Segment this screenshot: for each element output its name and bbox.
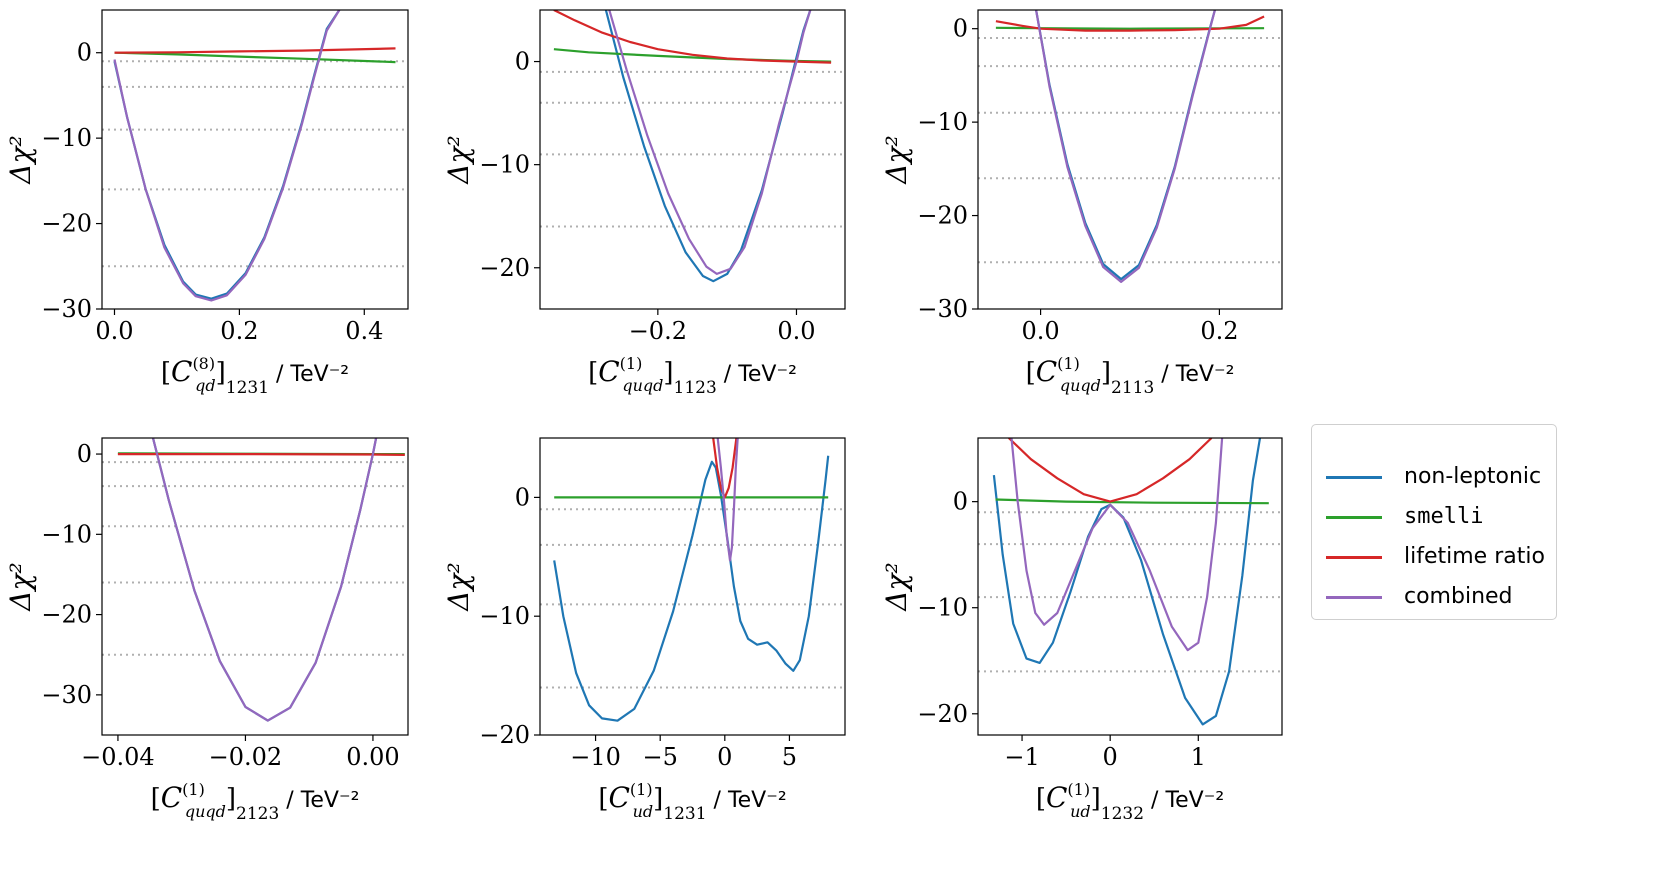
series-line-lifetime-ratio (995, 15, 1265, 32)
y-tick-label: −20 (41, 601, 92, 629)
x-tick-label: −0.2 (629, 317, 687, 345)
x-tick-label: −0.04 (81, 743, 155, 771)
axes-frame (539, 9, 846, 310)
x-tick-label: 0 (717, 743, 732, 771)
axes-frame (977, 437, 1283, 736)
axes-frame (977, 9, 1283, 310)
panel-3: 0.0 0.2 0 −10 −20 −30 Δχ² [C(1) quqd]2113 / TeV⁻… (880, 9, 1283, 398)
y-tick-label: −30 (41, 681, 92, 709)
legend-label-lifetime-ratio: lifetime ratio (1404, 544, 1545, 569)
legend-label-combined: combined (1404, 584, 1513, 609)
series-line-combined (1010, 438, 1224, 652)
x-tick-label: 5 (782, 743, 797, 771)
series-line-combined (716, 438, 739, 562)
x-tick-label: 0.00 (346, 743, 399, 771)
series-line-lifetime-ratio (553, 10, 832, 64)
axes-frame (539, 437, 846, 736)
y-axis-label: Δχ² (4, 562, 37, 611)
legend-label-smelli: smelli (1404, 504, 1484, 529)
y-tick-label: −10 (917, 594, 968, 622)
y-tick-label: 0 (515, 48, 530, 76)
y-tick-label: −20 (41, 210, 92, 238)
y-tick-label: 0 (77, 440, 92, 468)
legend-entry-smelli: smelli (1312, 503, 1556, 531)
legend-label-non-leptonic: non-leptonic (1404, 464, 1542, 489)
y-axis-label: Δχ² (442, 135, 475, 184)
y-axis-label: Δχ² (880, 135, 913, 184)
series-line-lifetime-ratio (1008, 438, 1213, 503)
x-axis-label: [C(1) ud]1232 / TeV⁻² (1036, 780, 1224, 824)
legend-entry-combined: combined (1312, 583, 1556, 611)
series-line-non-leptonic (553, 455, 830, 722)
x-tick-label: 0.2 (220, 317, 258, 345)
series-line-combined (608, 10, 812, 275)
series-line-smelli (995, 498, 1269, 505)
y-tick-label: 0 (515, 483, 530, 511)
y-tick-label: −20 (917, 202, 968, 230)
x-tick-label: −10 (570, 743, 621, 771)
x-tick-label: 0 (1103, 743, 1118, 771)
y-tick-label: 0 (953, 15, 968, 43)
x-tick-label: 0.2 (1200, 317, 1238, 345)
x-tick-label: −0.02 (209, 743, 283, 771)
y-tick-label: −10 (917, 108, 968, 136)
series-line-lifetime-ratio (114, 47, 396, 54)
y-tick-label: −10 (41, 124, 92, 152)
x-tick-label: 1 (1191, 743, 1206, 771)
series-line-combined (113, 10, 341, 302)
y-tick-label: −10 (479, 602, 530, 630)
panel-1: 0.0 0.2 0.4 0 −10 −20 −30 Δχ² [C(8) qd]1231 / TeV… (4, 9, 409, 398)
series-line-combined (1035, 10, 1216, 283)
x-tick-label: 0.0 (1022, 317, 1060, 345)
x-axis-label: [C(1) quqd]2123 / TeV⁻² (151, 780, 360, 824)
y-tick-label: −20 (479, 254, 530, 282)
series-line-lifetime-ratio (712, 438, 738, 499)
legend-swatch-lifetime-ratio (1326, 556, 1382, 559)
y-tick-label: −30 (917, 295, 968, 323)
legend-swatch-non-leptonic (1326, 476, 1382, 479)
x-tick-label: −1 (1004, 743, 1039, 771)
x-tick-label: 0.4 (345, 317, 383, 345)
x-tick-label: 0.0 (95, 317, 133, 345)
x-axis-label: [C(1) quqd]2113 / TeV⁻² (1026, 354, 1235, 398)
panel-2: −0.2 0.0 0 −10 −20 Δχ² [C(1) quqd]1123 / TeV⁻² (442, 9, 846, 398)
series-line-smelli (114, 51, 396, 64)
panel-4: −0.04 −0.02 0.00 0 −10 −20 −30 Δχ² [C(1) quqd]212… (4, 437, 409, 824)
x-tick-label: −5 (642, 743, 677, 771)
legend: non-leptonic smelli lifetime ratio combi… (1311, 424, 1557, 620)
y-axis-label: Δχ² (442, 562, 475, 611)
series-line-non-leptonic (992, 438, 1262, 726)
series-line-non-leptonic (604, 10, 812, 283)
y-axis-label: Δχ² (880, 562, 913, 611)
y-tick-label: 0 (953, 488, 968, 516)
y-tick-label: 0 (77, 39, 92, 67)
legend-entry-non-leptonic: non-leptonic (1312, 463, 1556, 491)
x-axis-label: [C(8) qd]1231 / TeV⁻² (161, 354, 349, 398)
y-tick-label: −20 (479, 721, 530, 749)
legend-swatch-combined (1326, 596, 1382, 599)
y-tick-label: −30 (41, 295, 92, 323)
y-tick-label: −10 (479, 151, 530, 179)
legend-entry-lifetime-ratio: lifetime ratio (1312, 543, 1556, 571)
series-line-combined (151, 438, 378, 722)
x-tick-label: 0.0 (777, 317, 815, 345)
legend-swatch-smelli (1326, 516, 1382, 519)
x-axis-label: [C(1) quqd]1123 / TeV⁻² (588, 354, 797, 398)
axes-frame (101, 9, 409, 310)
y-tick-label: −10 (41, 520, 92, 548)
series-line-lifetime-ratio (117, 453, 405, 456)
y-tick-label: −20 (917, 700, 968, 728)
axes-frame (101, 437, 409, 736)
x-axis-label: [C(1) ud]1231 / TeV⁻² (598, 780, 786, 824)
y-axis-label: Δχ² (4, 135, 37, 184)
panel-5: −10 −5 0 5 0 −10 −20 Δχ² [C(1) ud]1231 / TeV⁻² (442, 437, 846, 824)
